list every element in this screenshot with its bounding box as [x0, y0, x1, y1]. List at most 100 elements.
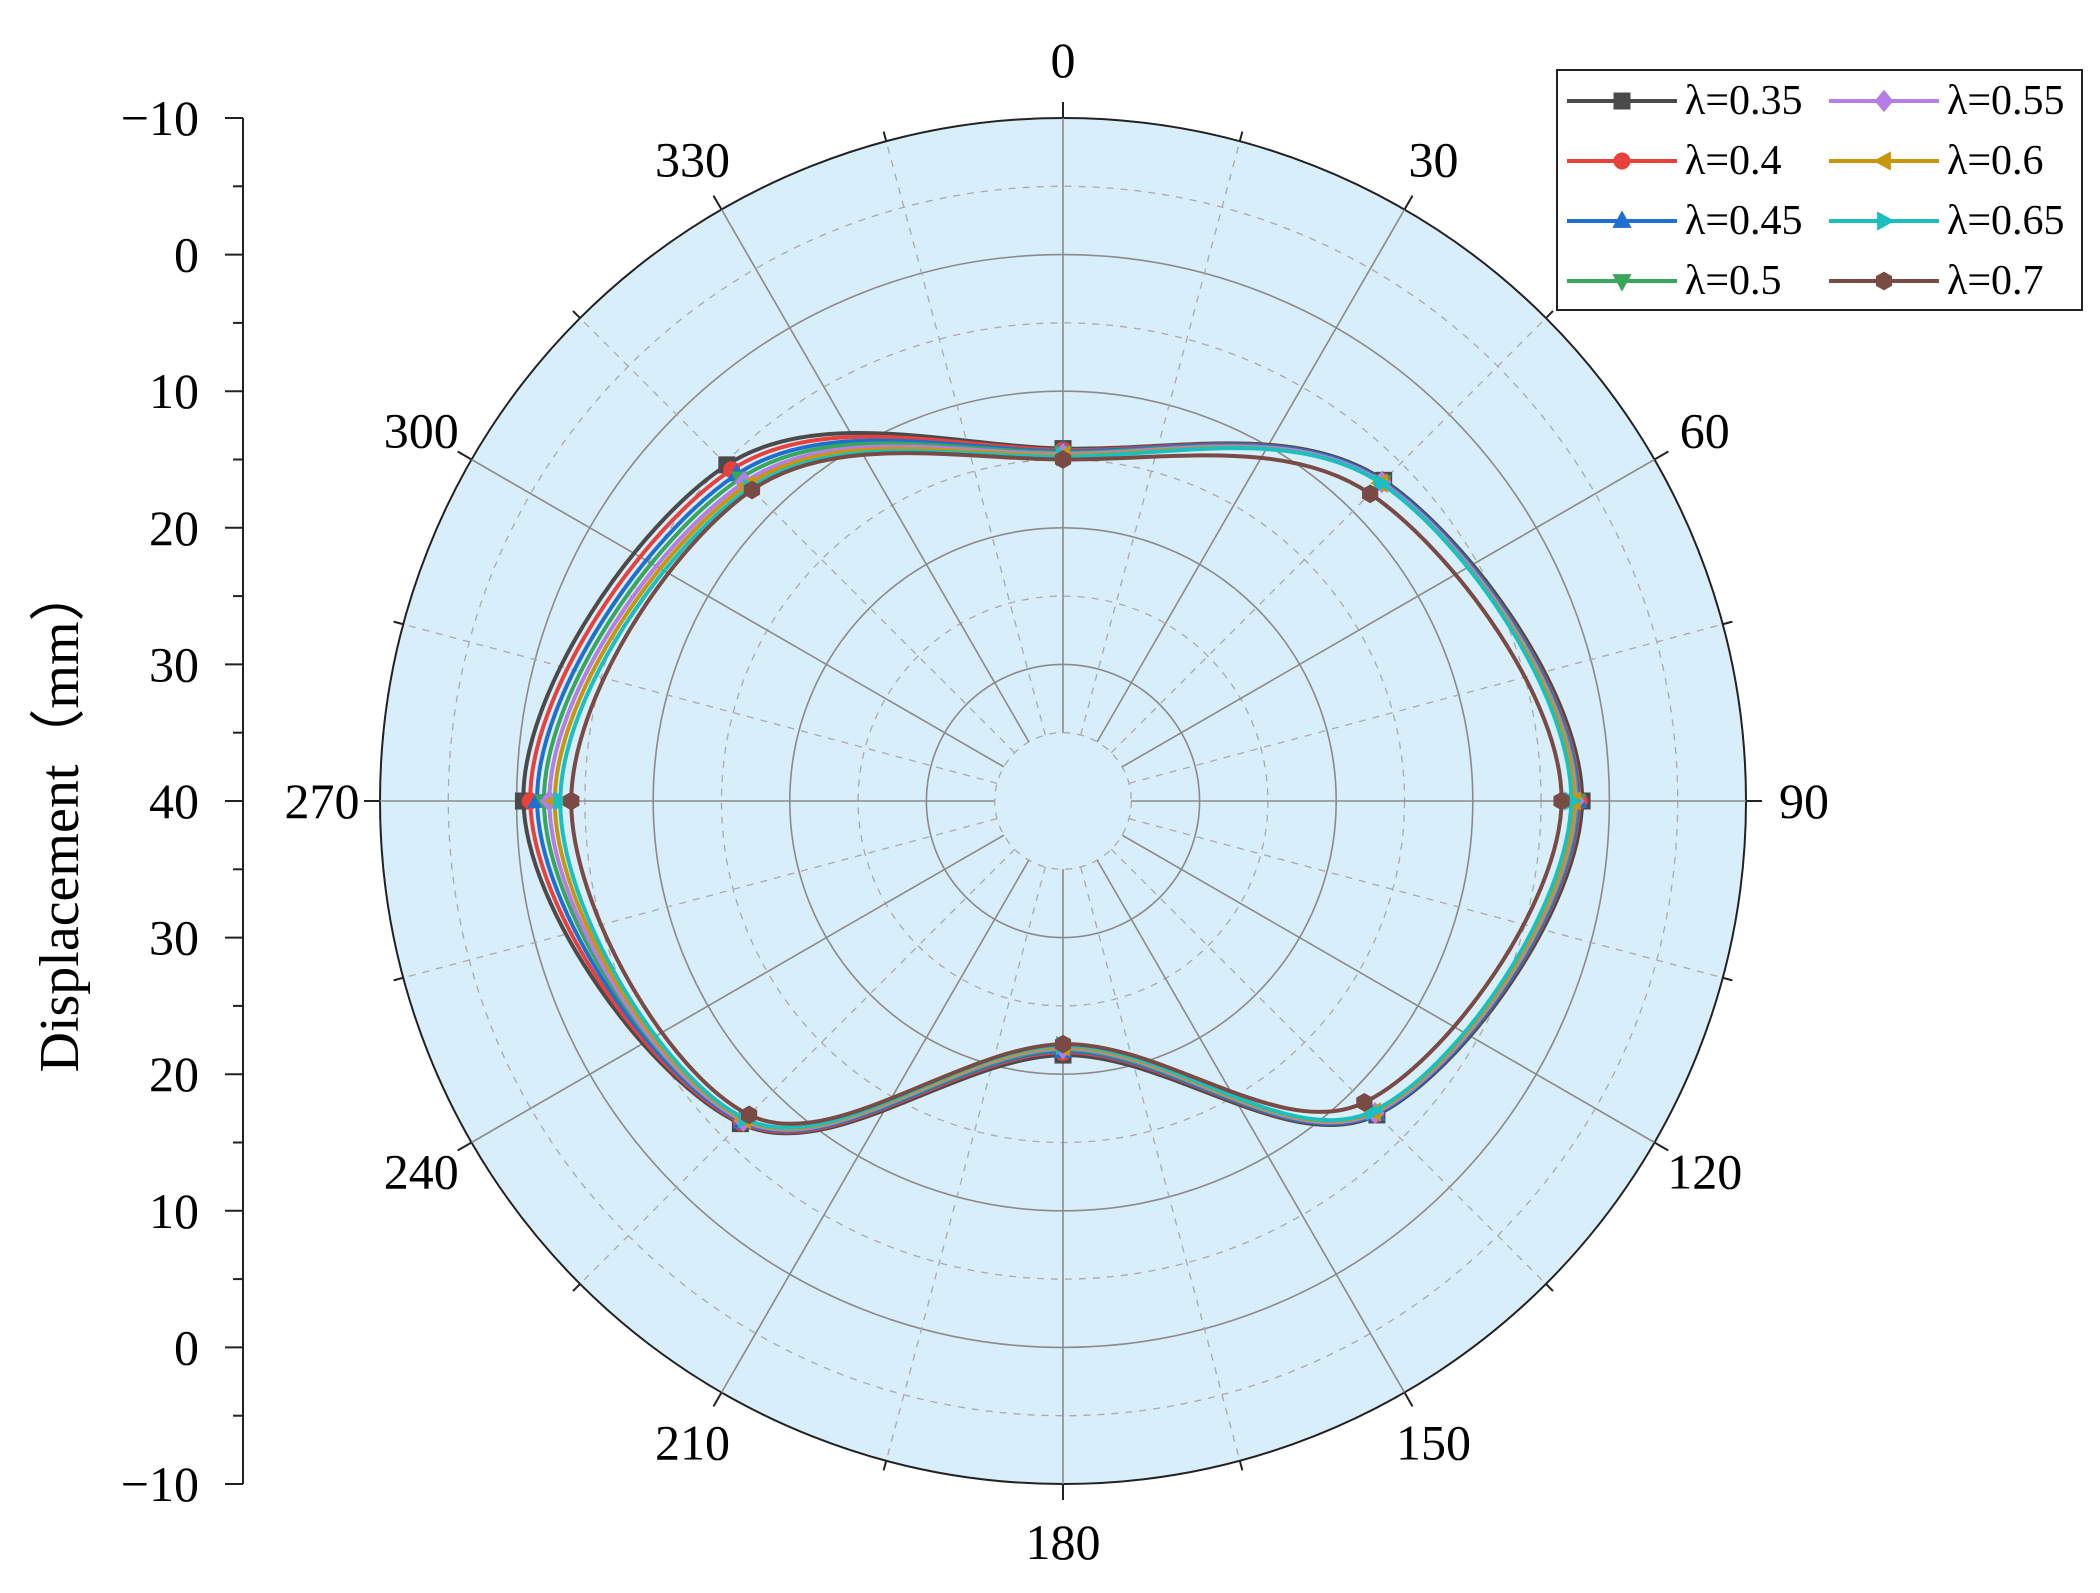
radial-tick-label: 10 [149, 1183, 199, 1239]
grid-spoke-minor [579, 317, 1016, 754]
grid-spoke-major [720, 859, 1030, 1393]
radial-tick-label: 30 [149, 636, 199, 692]
legend-box [1556, 69, 2083, 311]
angular-tick [572, 1283, 581, 1292]
grid-spoke-major [1121, 834, 1655, 1144]
angular-tick [1403, 195, 1414, 211]
data-point-marker [740, 1105, 758, 1125]
radial-tick-label: −10 [121, 1456, 199, 1512]
angular-tick [457, 1141, 473, 1152]
legend: λ=0.35 λ=0.4 λ=0.45 λ=0.5 λ=0.55 λ=0.6 λ=0.65 λ… [1556, 69, 2083, 311]
radial-tick-label: 30 [149, 910, 199, 966]
legend-label: λ=0.6 [1947, 138, 2044, 184]
data-point-marker [1553, 791, 1570, 811]
angular-tick [1653, 450, 1669, 461]
data-point-marker [1613, 152, 1631, 170]
angle-label-90: 90 [1779, 773, 1829, 829]
grid-spoke-minor [1128, 623, 1723, 784]
grid-spoke-minor [885, 866, 1046, 1461]
grid-spoke-minor [1080, 866, 1241, 1461]
grid-spoke-major [720, 209, 1030, 743]
grid-spoke-minor [403, 818, 998, 979]
data-point-marker [1612, 210, 1632, 228]
angle-label-150: 150 [1396, 1415, 1471, 1471]
angle-label-300: 300 [384, 403, 459, 459]
grid-spoke-major [1121, 458, 1655, 768]
angle-label-0: 0 [1051, 32, 1076, 88]
angular-tick [882, 131, 888, 142]
angle-label-330: 330 [655, 131, 730, 187]
grid-spoke-minor [1110, 848, 1547, 1285]
data-point-marker [743, 480, 761, 500]
grid-spoke-major [1096, 209, 1406, 743]
angular-tick [393, 620, 404, 626]
legend-item: λ=0.7 [1829, 258, 2044, 304]
radial-tick-label: 0 [174, 1319, 199, 1375]
angular-tick [1403, 1391, 1414, 1407]
grid-spoke-minor [1110, 317, 1547, 754]
data-point-marker [1873, 151, 1891, 171]
angle-label-270: 270 [285, 773, 360, 829]
data-point-marker [1875, 271, 1893, 291]
grid-spoke-major [1096, 859, 1406, 1393]
legend-label: λ=0.45 [1685, 198, 1803, 244]
data-point-marker [1613, 92, 1631, 110]
angular-tick [1722, 976, 1733, 982]
data-point-marker [1054, 450, 1072, 469]
angular-tick [1722, 620, 1733, 626]
angular-tick [882, 1460, 888, 1471]
legend-item: λ=0.4 [1567, 138, 1782, 184]
legend-label: λ=0.65 [1947, 198, 2065, 244]
angular-tick [393, 976, 404, 982]
legend-item: λ=0.35 [1567, 78, 1803, 124]
angular-tick-labels: 0 30 60 90 120 150 180 210 240 270 300 330 [285, 32, 1830, 1570]
legend-item: λ=0.55 [1829, 78, 2065, 124]
series-8 [563, 450, 1570, 1126]
legend-item: λ=0.5 [1567, 258, 1782, 304]
grid-spoke-major [471, 458, 1005, 768]
grid-spoke-minor [579, 848, 1016, 1285]
angular-tick [1238, 131, 1244, 142]
angle-label-60: 60 [1680, 403, 1730, 459]
legend-label: λ=0.35 [1685, 78, 1803, 124]
radial-tick-label: −10 [121, 90, 199, 146]
legend-label: λ=0.7 [1947, 258, 2044, 304]
data-point-marker [1054, 1034, 1072, 1054]
legend-label: λ=0.55 [1947, 78, 2065, 124]
data-point-marker [1874, 89, 1894, 113]
data-point-marker [1356, 1092, 1373, 1112]
angle-label-180: 180 [1026, 1514, 1101, 1570]
grid-spoke-minor [1080, 141, 1241, 736]
data-point-marker [1877, 211, 1895, 231]
data-point-marker [1362, 484, 1379, 504]
legend-label: λ=0.4 [1685, 138, 1782, 184]
series-layer [514, 430, 1591, 1136]
radial-tick-label: 20 [149, 1046, 199, 1102]
legend-item: λ=0.6 [1829, 138, 2044, 184]
angular-tick [1653, 1141, 1669, 1152]
grid-spoke-major [471, 834, 1005, 1144]
radial-tick-label: 20 [149, 500, 199, 556]
angular-tick [572, 310, 581, 319]
angle-label-30: 30 [1409, 131, 1459, 187]
grid-spoke-minor [1128, 818, 1723, 979]
data-point-marker [1373, 473, 1392, 493]
angular-tick [712, 195, 723, 211]
legend-label: λ=0.5 [1685, 258, 1782, 304]
angular-tick [1545, 310, 1554, 319]
radial-tick-label: 40 [149, 773, 199, 829]
angular-tick [712, 1391, 723, 1407]
angle-label-240: 240 [384, 1144, 459, 1200]
polar-grid [364, 102, 1762, 1500]
legend-item: λ=0.45 [1567, 198, 1803, 244]
angle-label-210: 210 [655, 1415, 730, 1471]
angular-tick [457, 450, 473, 461]
angular-tick [1545, 1283, 1554, 1292]
radial-axis: −10 0 10 20 30 40 30 20 10 0 −10 [121, 90, 244, 1512]
grid-spoke-minor [885, 141, 1046, 736]
radial-tick-label: 0 [174, 227, 199, 283]
data-point-marker [563, 791, 580, 811]
angular-tick [1238, 1460, 1244, 1471]
data-point-marker [553, 791, 571, 811]
